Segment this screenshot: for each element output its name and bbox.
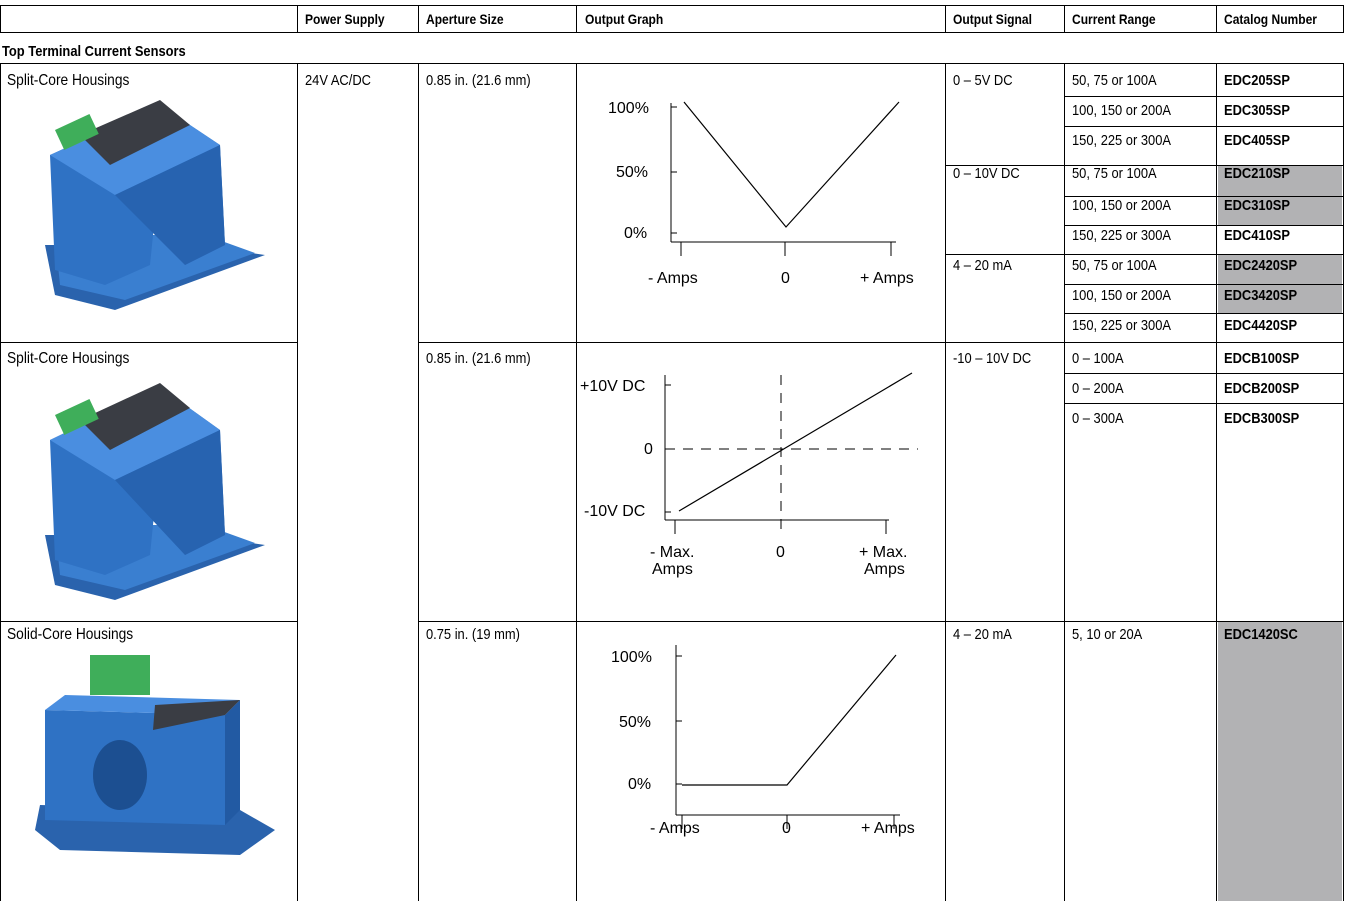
x-label-plus-max: + Max. bbox=[859, 544, 907, 561]
y-label-50: 50% bbox=[616, 164, 648, 181]
current-range: 0 – 300A bbox=[1072, 410, 1124, 427]
y-label-zero: 0 bbox=[644, 441, 653, 458]
y-label-100: 100% bbox=[611, 649, 652, 666]
output-signal: 0 – 10V DC bbox=[953, 165, 1020, 182]
header-aperture-size: Aperture Size bbox=[426, 11, 504, 27]
current-range: 150, 225 or 300A bbox=[1072, 227, 1171, 244]
shade-edc2420sp bbox=[1218, 254, 1342, 284]
aperture-value: 0.75 in. (19 mm) bbox=[426, 626, 520, 643]
aperture-value: 0.85 in. (21.6 mm) bbox=[426, 350, 531, 367]
output-graph-3: 100% 50% 0% - Amps 0 + Amps bbox=[611, 645, 915, 837]
catalog-number: EDC1420SC bbox=[1224, 626, 1298, 643]
shade-edc310sp bbox=[1218, 196, 1342, 225]
catalog-number: EDC410SP bbox=[1224, 227, 1290, 244]
y-label-100: 100% bbox=[608, 100, 649, 117]
x-label-minus-max: - Max. bbox=[650, 544, 694, 561]
shade-edc210sp bbox=[1218, 165, 1342, 196]
catalog-number: EDCB100SP bbox=[1224, 350, 1300, 367]
x-label-zero: 0 bbox=[781, 270, 790, 287]
header-power-supply: Power Supply bbox=[305, 11, 385, 27]
catalog-number: EDC4420SP bbox=[1224, 317, 1298, 334]
x-label-amps: Amps bbox=[652, 561, 693, 578]
x-label-plus: + Amps bbox=[861, 820, 915, 837]
power-supply-value: 24V AC/DC bbox=[305, 72, 371, 89]
current-range: 0 – 100A bbox=[1072, 350, 1124, 367]
x-label-zero: 0 bbox=[776, 544, 785, 561]
shade-edc3420sp bbox=[1218, 284, 1342, 313]
current-range: 100, 150 or 200A bbox=[1072, 197, 1171, 214]
current-range: 50, 75 or 100A bbox=[1072, 165, 1157, 182]
catalog-number: EDCB300SP bbox=[1224, 410, 1300, 427]
sensor-split-core-image bbox=[45, 383, 265, 600]
current-range: 50, 75 or 100A bbox=[1072, 257, 1157, 274]
current-range: 150, 225 or 300A bbox=[1072, 317, 1171, 334]
header-output-graph: Output Graph bbox=[585, 11, 664, 27]
current-range: 0 – 200A bbox=[1072, 380, 1124, 397]
x-label-minus: - Amps bbox=[648, 270, 698, 287]
output-signal: 4 – 20 mA bbox=[953, 257, 1012, 274]
section-title: Top Terminal Current Sensors bbox=[2, 43, 186, 60]
output-signal: 0 – 5V DC bbox=[953, 72, 1013, 89]
product-name: Solid-Core Housings bbox=[7, 626, 134, 643]
header-catalog-number: Catalog Number bbox=[1224, 11, 1317, 27]
catalog-number: EDC310SP bbox=[1224, 197, 1290, 214]
catalog-number: EDC210SP bbox=[1224, 165, 1290, 182]
catalog-number: EDC2420SP bbox=[1224, 257, 1298, 274]
catalog-number: EDC305SP bbox=[1224, 102, 1290, 119]
output-graph-1: 100% 50% 0% - Amps 0 + Amps bbox=[608, 100, 914, 287]
aperture-value: 0.85 in. (21.6 mm) bbox=[426, 72, 531, 89]
current-range: 150, 225 or 300A bbox=[1072, 132, 1171, 149]
sensor-solid-core-image bbox=[35, 655, 275, 855]
current-range: 100, 150 or 200A bbox=[1072, 287, 1171, 304]
catalog-number: EDC3420SP bbox=[1224, 287, 1298, 304]
y-label-plus10: +10V DC bbox=[580, 378, 645, 395]
shade-edc1420sc bbox=[1218, 621, 1342, 901]
product-name: Split-Core Housings bbox=[7, 350, 130, 367]
output-graph-2: +10V DC 0 -10V DC - Max. Amps 0 + Max. A… bbox=[580, 372, 918, 578]
header-current-range: Current Range bbox=[1072, 11, 1156, 27]
output-signal: 4 – 20 mA bbox=[953, 626, 1012, 643]
current-range: 50, 75 or 100A bbox=[1072, 72, 1157, 89]
y-label-minus10: -10V DC bbox=[584, 503, 645, 520]
x-label-amps: Amps bbox=[864, 561, 905, 578]
current-range: 100, 150 or 200A bbox=[1072, 102, 1171, 119]
catalog-number: EDC405SP bbox=[1224, 132, 1290, 149]
product-name: Split-Core Housings bbox=[7, 72, 130, 89]
catalog-number: EDCB200SP bbox=[1224, 380, 1300, 397]
header-output-signal: Output Signal bbox=[953, 11, 1032, 27]
y-label-0: 0% bbox=[628, 776, 651, 793]
x-label-zero: 0 bbox=[782, 820, 791, 837]
sensor-split-core-image bbox=[45, 100, 265, 310]
x-label-minus: - Amps bbox=[650, 820, 700, 837]
y-label-0: 0% bbox=[624, 225, 647, 242]
catalog-number: EDC205SP bbox=[1224, 72, 1290, 89]
y-label-50: 50% bbox=[619, 714, 651, 731]
current-range: 5, 10 or 20A bbox=[1072, 626, 1143, 643]
output-signal: -10 – 10V DC bbox=[953, 350, 1032, 367]
x-label-plus: + Amps bbox=[860, 270, 914, 287]
